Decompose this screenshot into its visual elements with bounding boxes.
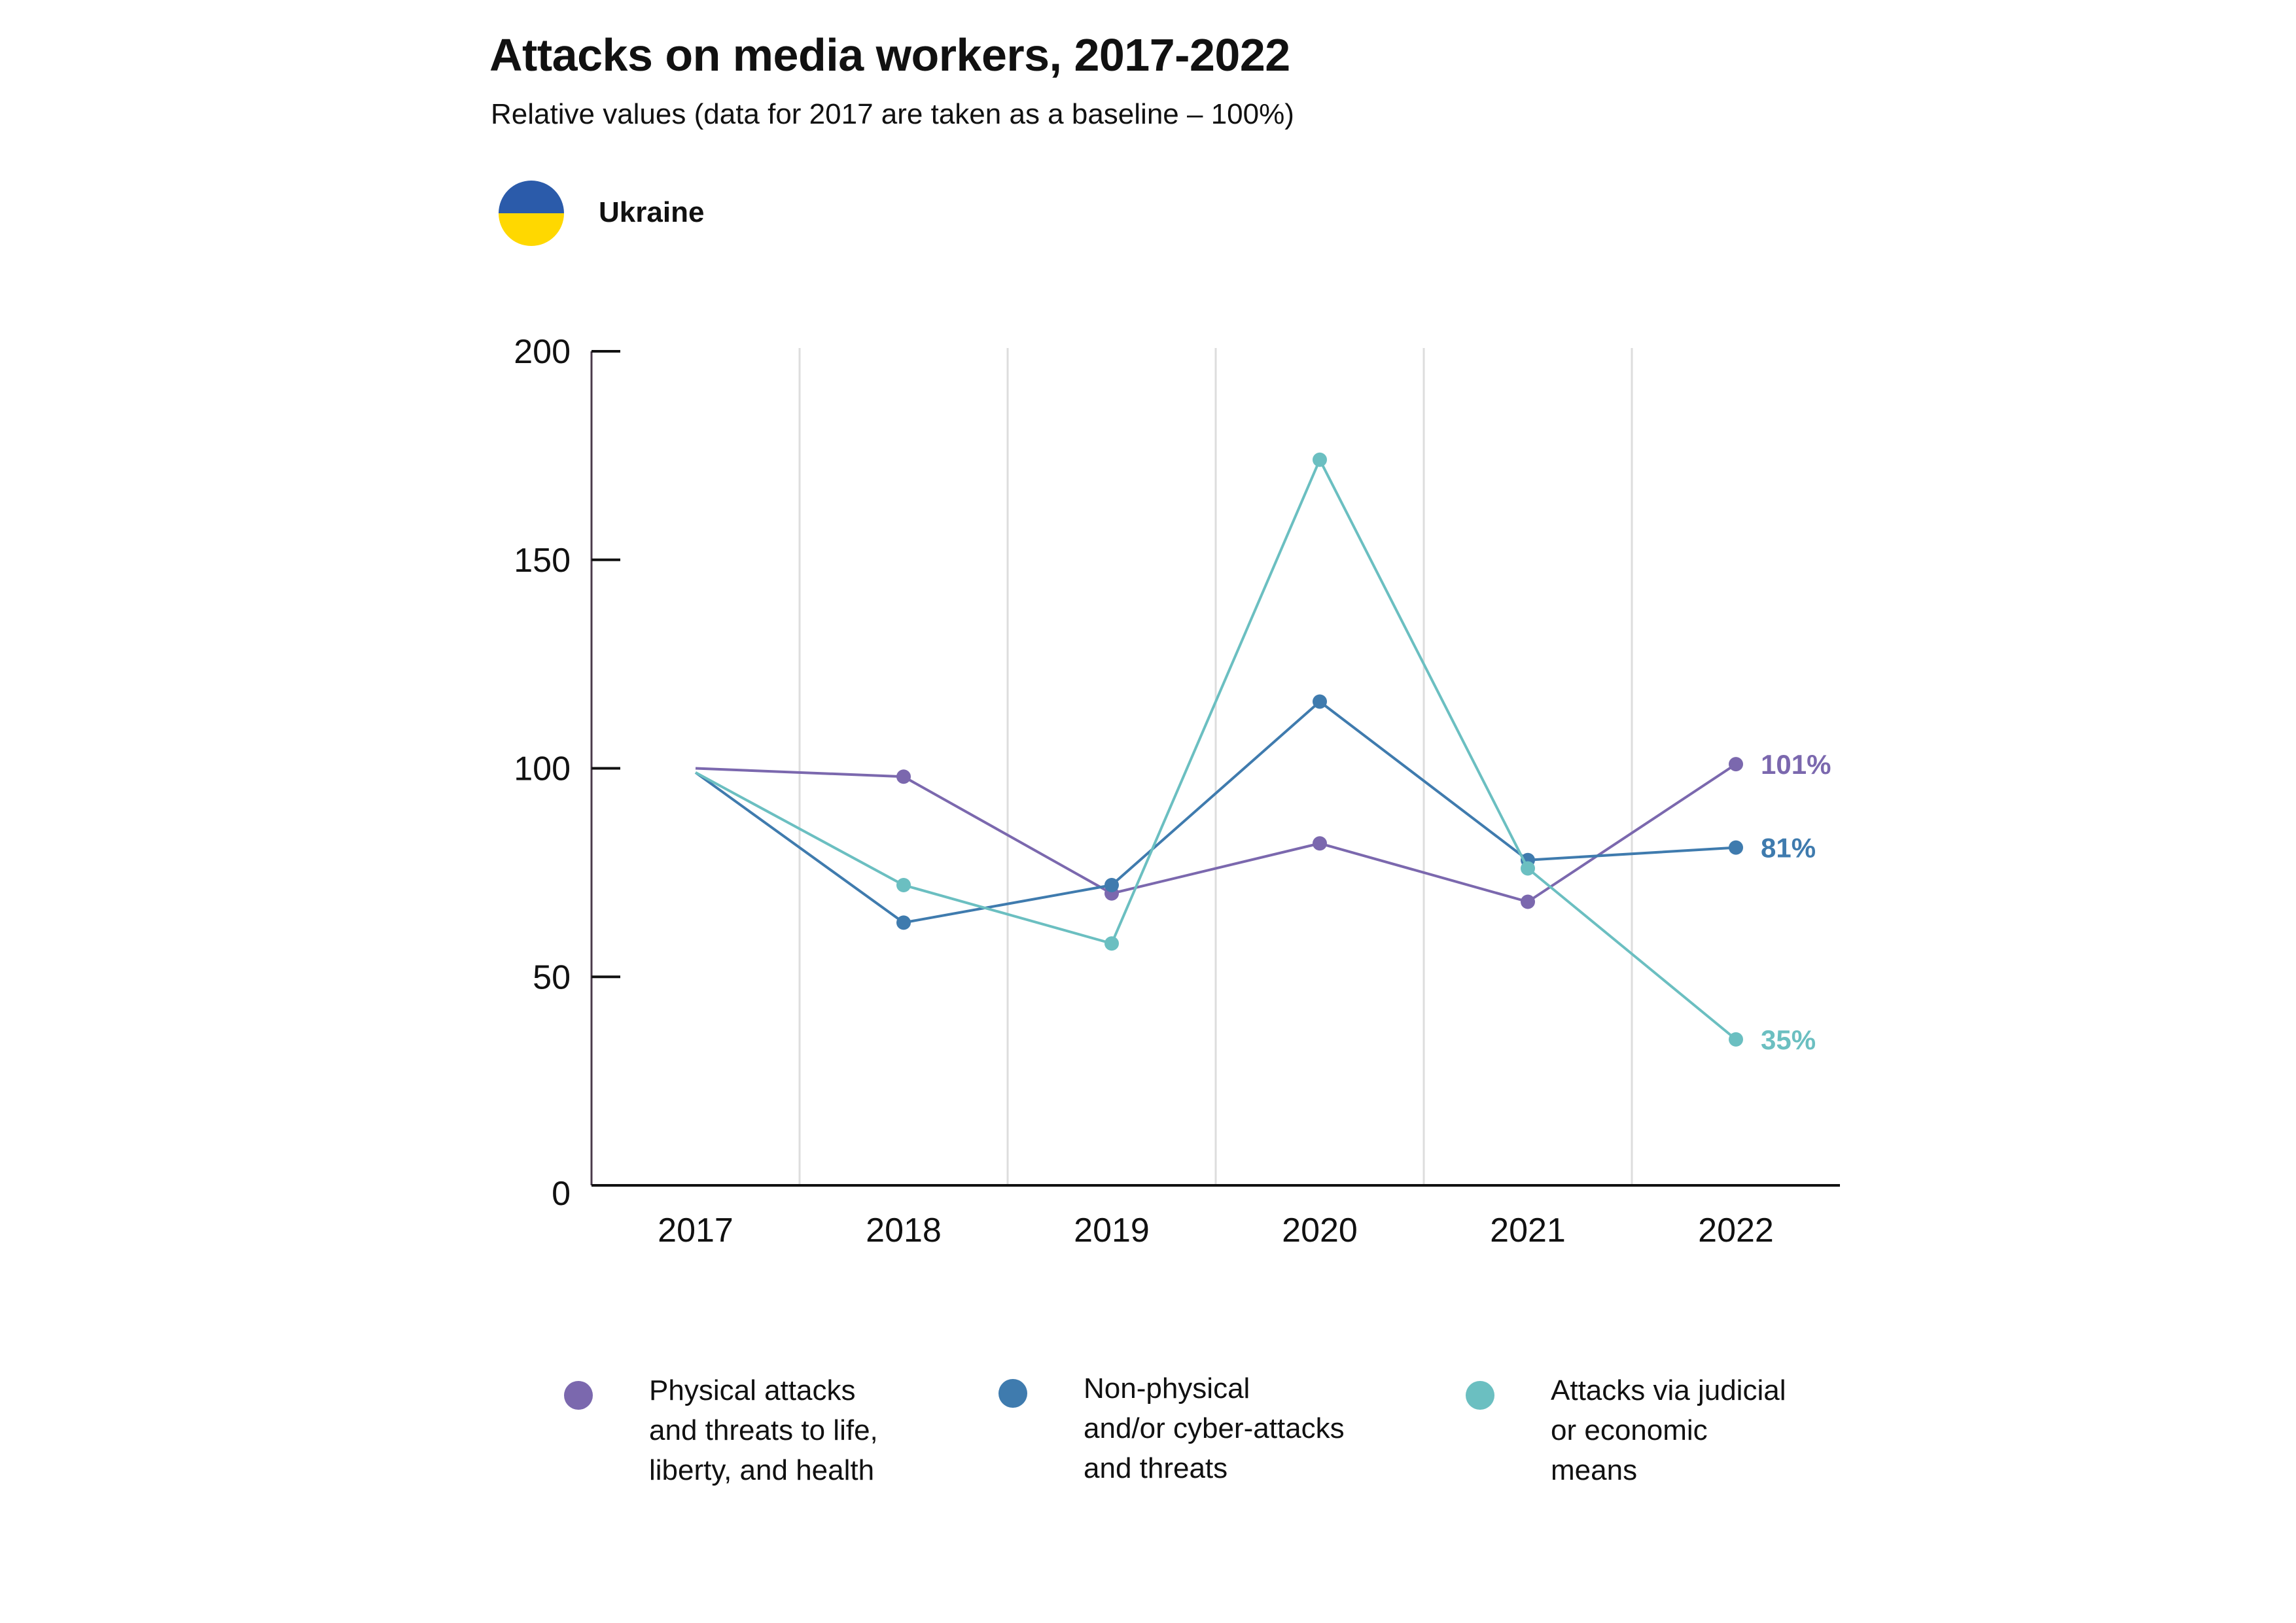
data-point (896, 878, 911, 892)
end-value-label: 101% (1761, 749, 1831, 780)
data-point (896, 915, 911, 930)
y-tick-label: 150 (514, 542, 571, 580)
series-line (695, 763, 1737, 903)
data-point (1521, 861, 1535, 876)
end-value-label: 35% (1761, 1024, 1816, 1055)
x-tick-label: 2021 (1490, 1212, 1566, 1249)
data-point (1521, 894, 1535, 909)
series-line (694, 700, 1737, 924)
legend-label-physical: Physical attacks and threats to life, li… (649, 1374, 878, 1486)
data-point (1729, 840, 1743, 855)
chart-title: Attacks on media workers, 2017-2022 (489, 29, 1290, 80)
data-point (1729, 757, 1743, 772)
data-point (1313, 694, 1327, 709)
y-tick-label: 200 (514, 333, 571, 371)
legend-label-judicial: Attacks via judicial or economic means (1551, 1374, 1786, 1486)
data-point (1104, 936, 1119, 951)
legend-dot-judicial (1466, 1381, 1494, 1410)
legend-label-non-physical: Non-physical and/or cyber-attacks and th… (1084, 1372, 1345, 1484)
y-tick-label: 0 (552, 1175, 571, 1213)
data-point (1104, 878, 1119, 892)
x-tick-label: 2020 (1282, 1212, 1358, 1249)
x-tick-label: 2019 (1074, 1212, 1150, 1249)
y-tick-label: 50 (533, 958, 571, 996)
data-point (896, 769, 911, 784)
y-tick-label: 100 (514, 750, 571, 788)
data-point (1729, 1032, 1743, 1047)
legend-item-non-physical: Non-physical and/or cyber-attacks and th… (998, 1369, 1345, 1488)
x-tick-label: 2018 (866, 1212, 942, 1249)
legend-item-judicial: Attacks via judicial or economic means (1466, 1370, 1786, 1490)
chart-subtitle: Relative values (data for 2017 are taken… (491, 98, 1294, 130)
legend-item-physical: Physical attacks and threats to life, li… (564, 1370, 878, 1490)
x-tick-label: 2017 (658, 1212, 733, 1249)
x-tick-label: 2022 (1698, 1212, 1774, 1249)
data-point (1313, 452, 1327, 467)
country-label: Ukraine (599, 196, 705, 228)
series-line (695, 458, 1737, 1041)
legend-dot-physical (564, 1381, 593, 1410)
legend-dot-non-physical (998, 1379, 1027, 1408)
end-value-label: 81% (1761, 833, 1816, 864)
data-point (1313, 836, 1327, 851)
